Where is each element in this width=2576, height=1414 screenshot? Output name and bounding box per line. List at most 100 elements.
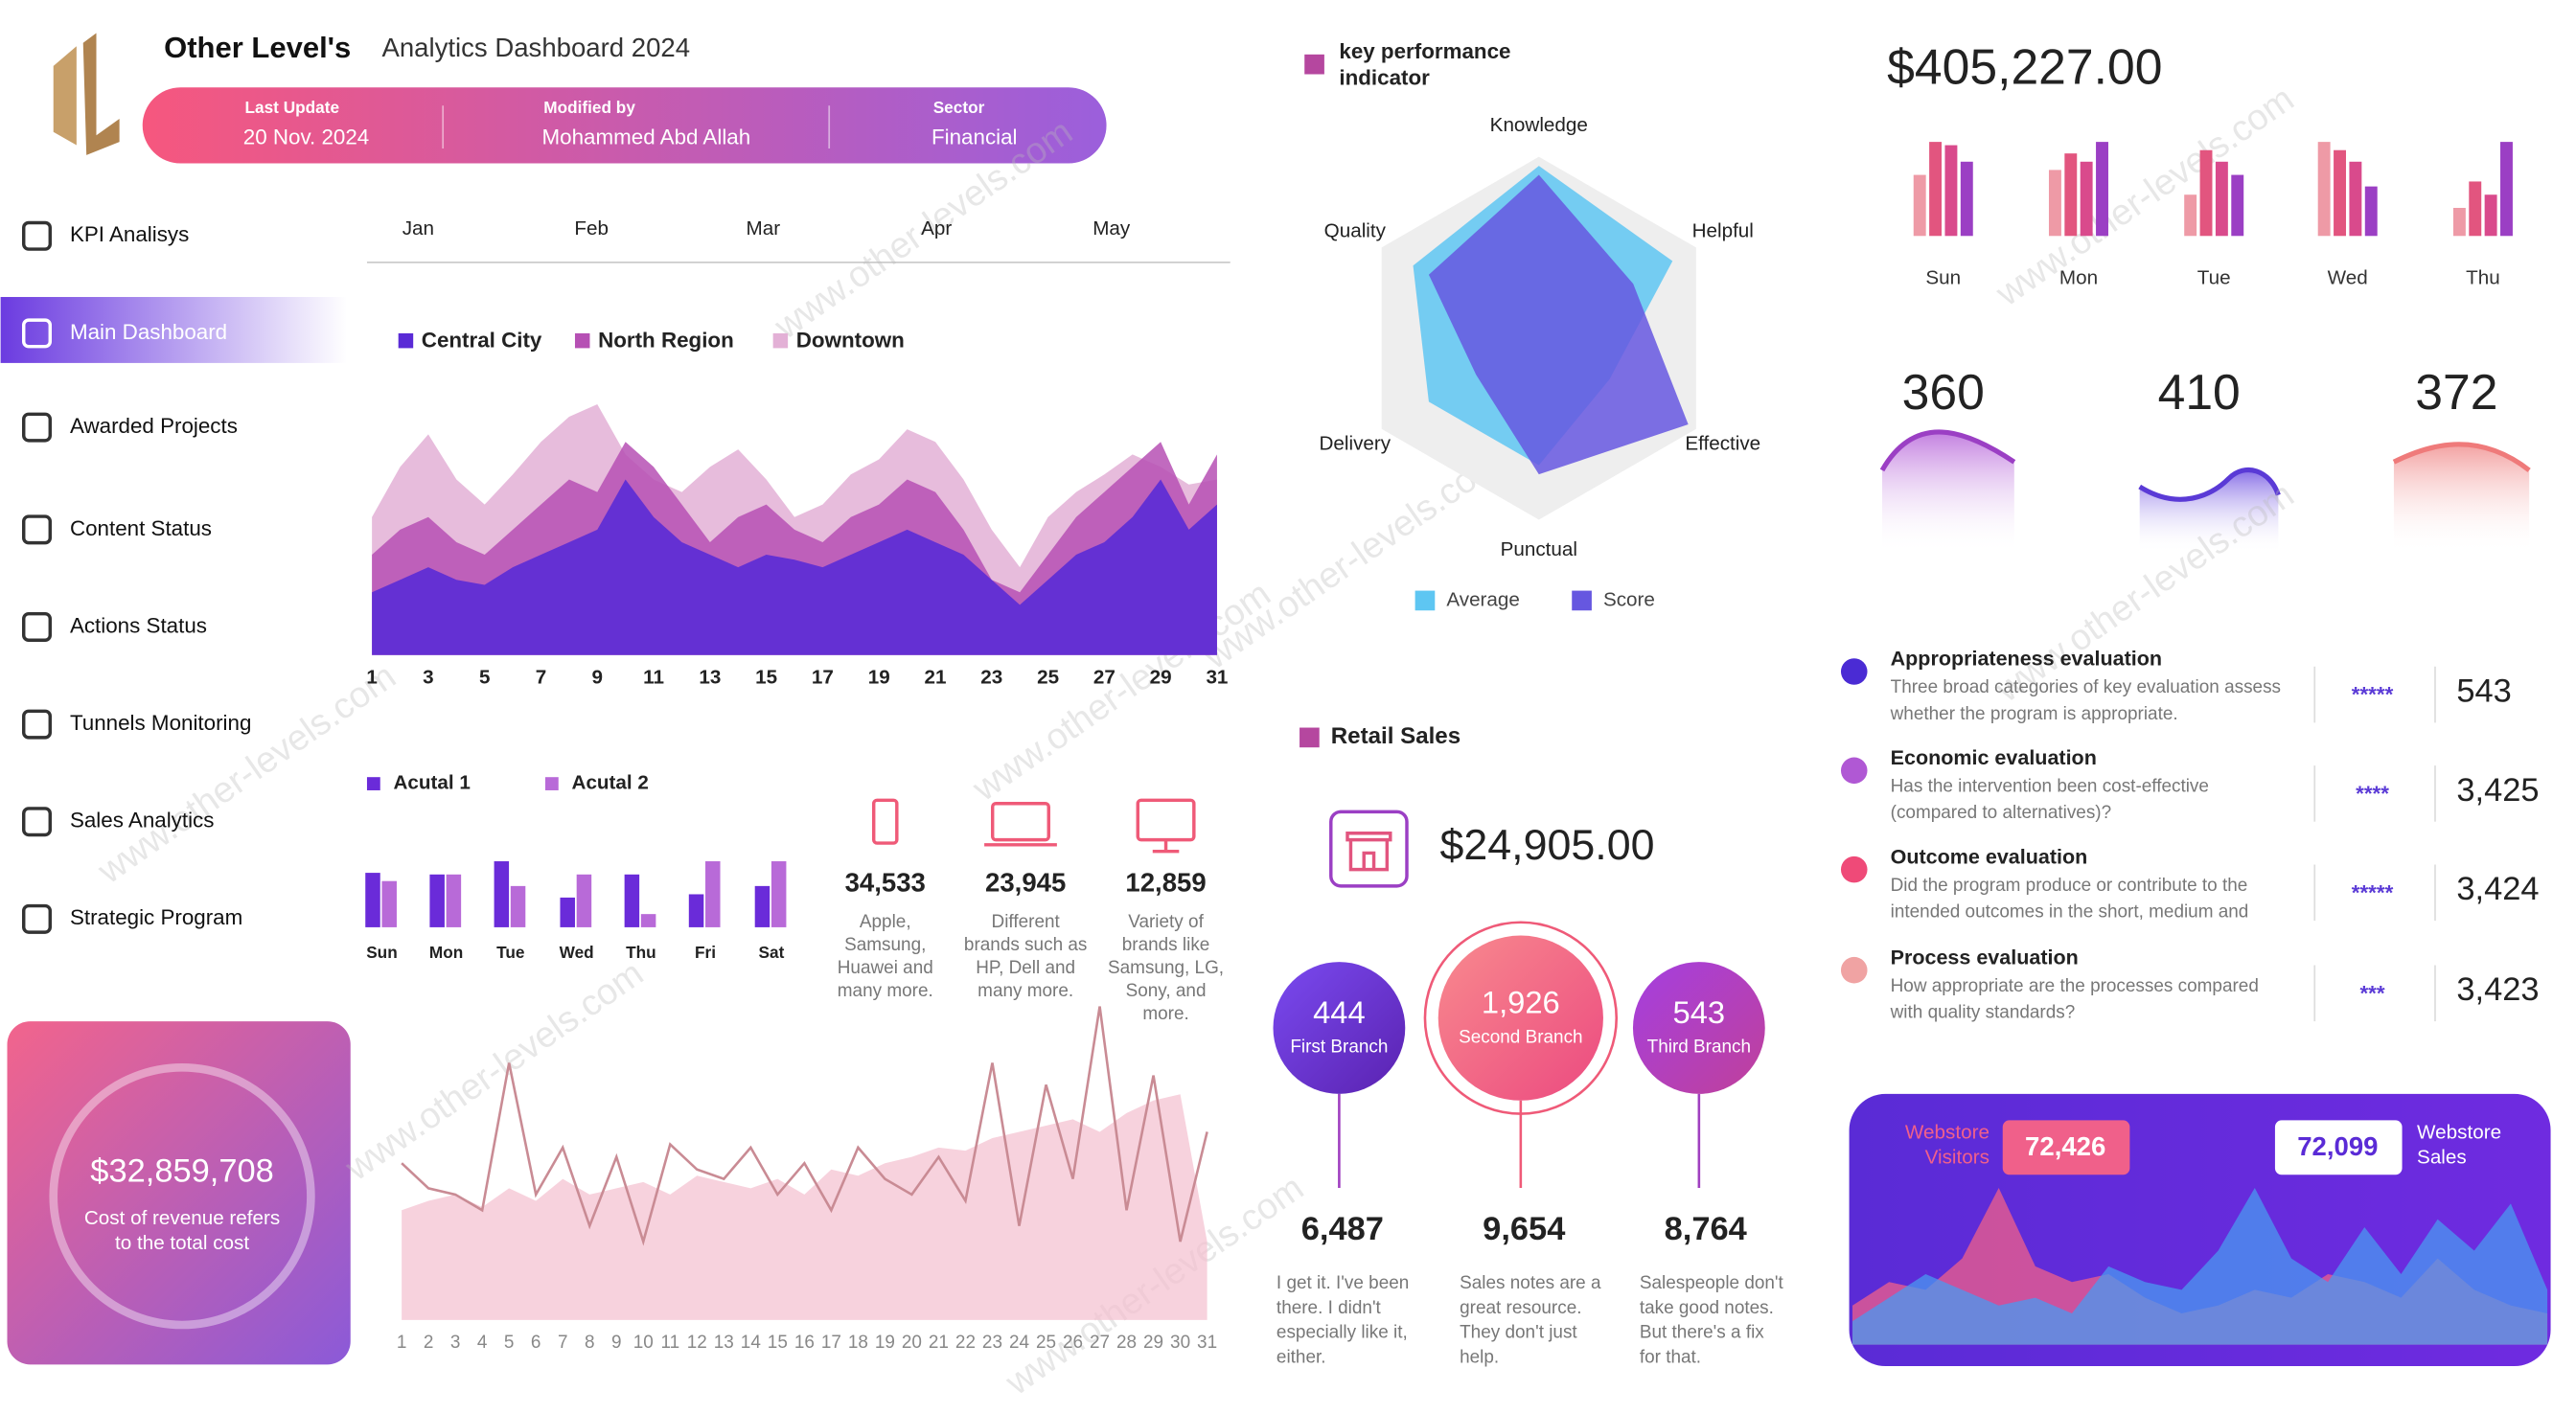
branch-name: First Branch: [1290, 1038, 1388, 1058]
nav-item[interactable]: Main Dashboard: [70, 320, 227, 344]
device-text: more.: [1142, 1004, 1188, 1024]
month-tab[interactable]: May: [1092, 217, 1131, 239]
month-tab[interactable]: Apr: [921, 217, 952, 239]
device-text: Variety of: [1128, 912, 1204, 932]
webstore-value: 72,099: [2297, 1131, 2378, 1161]
retail-title: Retail Sales: [1331, 723, 1460, 749]
legend-swatch: [1572, 590, 1592, 611]
nav-item[interactable]: Tunnels Monitoring: [70, 711, 251, 735]
x-tick-label: 21: [925, 666, 947, 688]
branch-note: Sales notes are a: [1460, 1273, 1601, 1293]
x-tick-label: 1: [397, 1333, 407, 1353]
x-tick-label: 23: [982, 1333, 1002, 1353]
bar: [2334, 149, 2346, 237]
x-tick-label: Tue: [496, 943, 524, 962]
branch-total: 9,654: [1483, 1211, 1565, 1247]
webstore-label: Webstore: [1905, 1122, 1990, 1144]
bar: [2349, 161, 2362, 237]
nav-item[interactable]: Strategic Program: [70, 905, 242, 929]
device-icons: [871, 798, 1196, 854]
x-tick-label: 19: [868, 666, 890, 688]
branch-note: help.: [1460, 1347, 1499, 1367]
x-tick-label: 19: [875, 1333, 895, 1353]
bar: [446, 874, 462, 927]
retail-total: $24,905.00: [1439, 821, 1654, 869]
legend-label: Score: [1603, 588, 1655, 610]
bar: [510, 885, 526, 927]
peak-area: [2393, 444, 2530, 553]
device-text: HP, Dell and: [976, 958, 1075, 978]
nav-item[interactable]: Sales Analytics: [70, 809, 215, 832]
legend-swatch: [366, 777, 380, 790]
header-value: Financial: [932, 125, 1018, 149]
branch-note: for that.: [1640, 1347, 1701, 1367]
axis-label: Knowledge: [1490, 114, 1588, 136]
month-tab[interactable]: Mar: [747, 217, 781, 239]
x-tick-label: 30: [1170, 1333, 1190, 1353]
sales-box: [2274, 1120, 2403, 1175]
x-tick-label: 23: [980, 666, 1002, 688]
bar: [2452, 208, 2466, 237]
nav-icon: [22, 318, 53, 349]
device-value: 23,945: [985, 867, 1066, 897]
eval-dot: [1840, 855, 1868, 883]
eval-text: Did the program produce or contribute to…: [1891, 876, 2248, 896]
branch-bubble: [1273, 962, 1406, 1094]
eval-text: whether the program is appropriate.: [1890, 704, 2178, 724]
x-tick-label: 16: [794, 1333, 815, 1353]
legend-label: Acutal 2: [572, 772, 649, 794]
axis-label: Effective: [1685, 432, 1760, 454]
bar: [2231, 174, 2244, 237]
x-tick-label: 18: [848, 1333, 868, 1353]
cost-text: to the total cost: [115, 1232, 249, 1254]
x-tick-label: 29: [1150, 666, 1172, 688]
axis-label: Helpful: [1692, 220, 1754, 242]
x-tick-label: 31: [1197, 1333, 1217, 1353]
eval-dot: [1840, 956, 1868, 984]
legend-swatch: [1414, 590, 1436, 611]
nav-item[interactable]: Content Status: [70, 516, 212, 540]
eval-title: Process evaluation: [1891, 946, 2079, 969]
cost-text: Cost of revenue refers: [84, 1207, 280, 1229]
device-text: Different: [992, 912, 1061, 932]
bar: [705, 861, 721, 927]
branch-note: But there's a fix: [1640, 1323, 1764, 1343]
bar: [2215, 161, 2228, 237]
bar: [494, 861, 510, 927]
x-tick-label: 29: [1143, 1333, 1163, 1353]
x-tick-label: 27: [1093, 666, 1116, 688]
x-tick-label: Tue: [2197, 267, 2231, 289]
kpi-title: indicator: [1339, 66, 1430, 90]
x-tick-label: Wed: [2328, 267, 2368, 289]
x-tick-label: 15: [755, 666, 777, 688]
legend-swatch: [772, 332, 789, 349]
x-tick-label: 7: [536, 666, 546, 688]
bar: [365, 873, 380, 927]
x-tick-label: 24: [1009, 1333, 1029, 1353]
x-tick-label: Mon: [429, 943, 463, 962]
branch-note: take good notes.: [1640, 1298, 1774, 1318]
nav-item[interactable]: KPI Analisys: [70, 222, 189, 246]
month-tab[interactable]: Feb: [574, 217, 609, 239]
legend-label: Downtown: [796, 328, 905, 352]
kpi-title: key performance: [1339, 39, 1510, 63]
bar: [1913, 174, 1926, 237]
peak-value: 360: [1902, 364, 1985, 420]
bar: [640, 914, 656, 927]
nav-item[interactable]: Actions Status: [70, 613, 207, 637]
branch-note: especially like it,: [1276, 1323, 1408, 1343]
nav-item[interactable]: Awarded Projects: [70, 414, 238, 438]
nav-icon: [22, 903, 53, 934]
x-tick-label: 7: [558, 1333, 568, 1353]
legend-label: Central City: [422, 328, 542, 352]
x-tick-label: 25: [1036, 1333, 1056, 1353]
bar: [2184, 194, 2197, 237]
x-tick-label: Wed: [560, 943, 594, 962]
watermark: www.other-levels.com: [1989, 79, 2302, 314]
x-tick-label: Sun: [1925, 267, 1961, 289]
eval-stars: ****: [2356, 782, 2389, 806]
eval-value: 3,424: [2456, 871, 2539, 907]
month-tab[interactable]: Jan: [402, 217, 434, 239]
eval-text: Has the intervention been cost-effective: [1891, 777, 2209, 797]
nav-icon: [22, 514, 53, 545]
